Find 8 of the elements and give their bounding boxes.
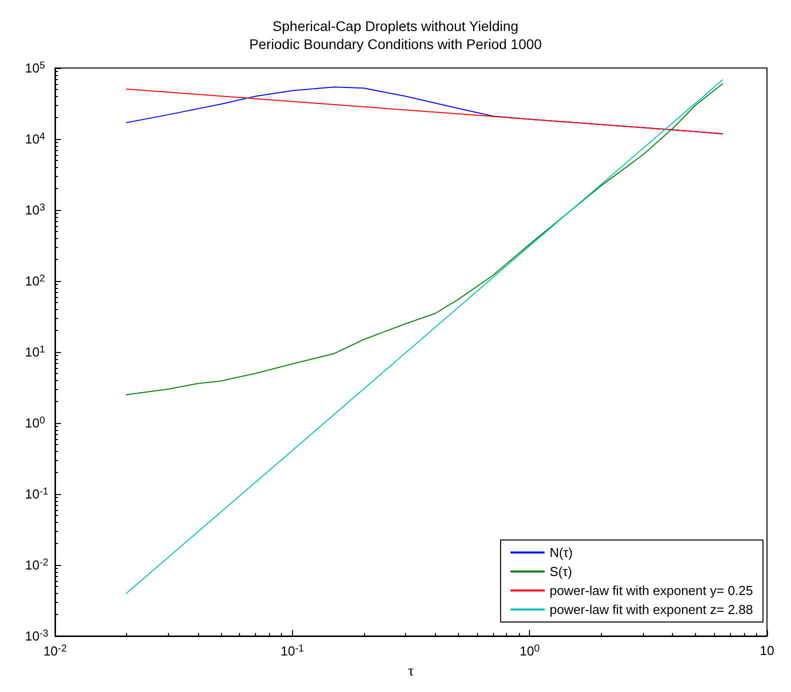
- legend-label: N(τ): [550, 545, 573, 560]
- legend-label: power-law fit with exponent z= 2.88: [550, 602, 754, 617]
- chart-subtitle: Periodic Boundary Conditions with Period 1000: [249, 36, 542, 52]
- legend-label: power-law fit with exponent y= 0.25: [550, 583, 754, 598]
- x-tick-label: 10: [760, 643, 774, 658]
- x-axis-title: τ: [408, 664, 414, 680]
- chart-title: Spherical-Cap Droplets without Yielding: [272, 18, 518, 34]
- legend-label: S(τ): [550, 564, 572, 579]
